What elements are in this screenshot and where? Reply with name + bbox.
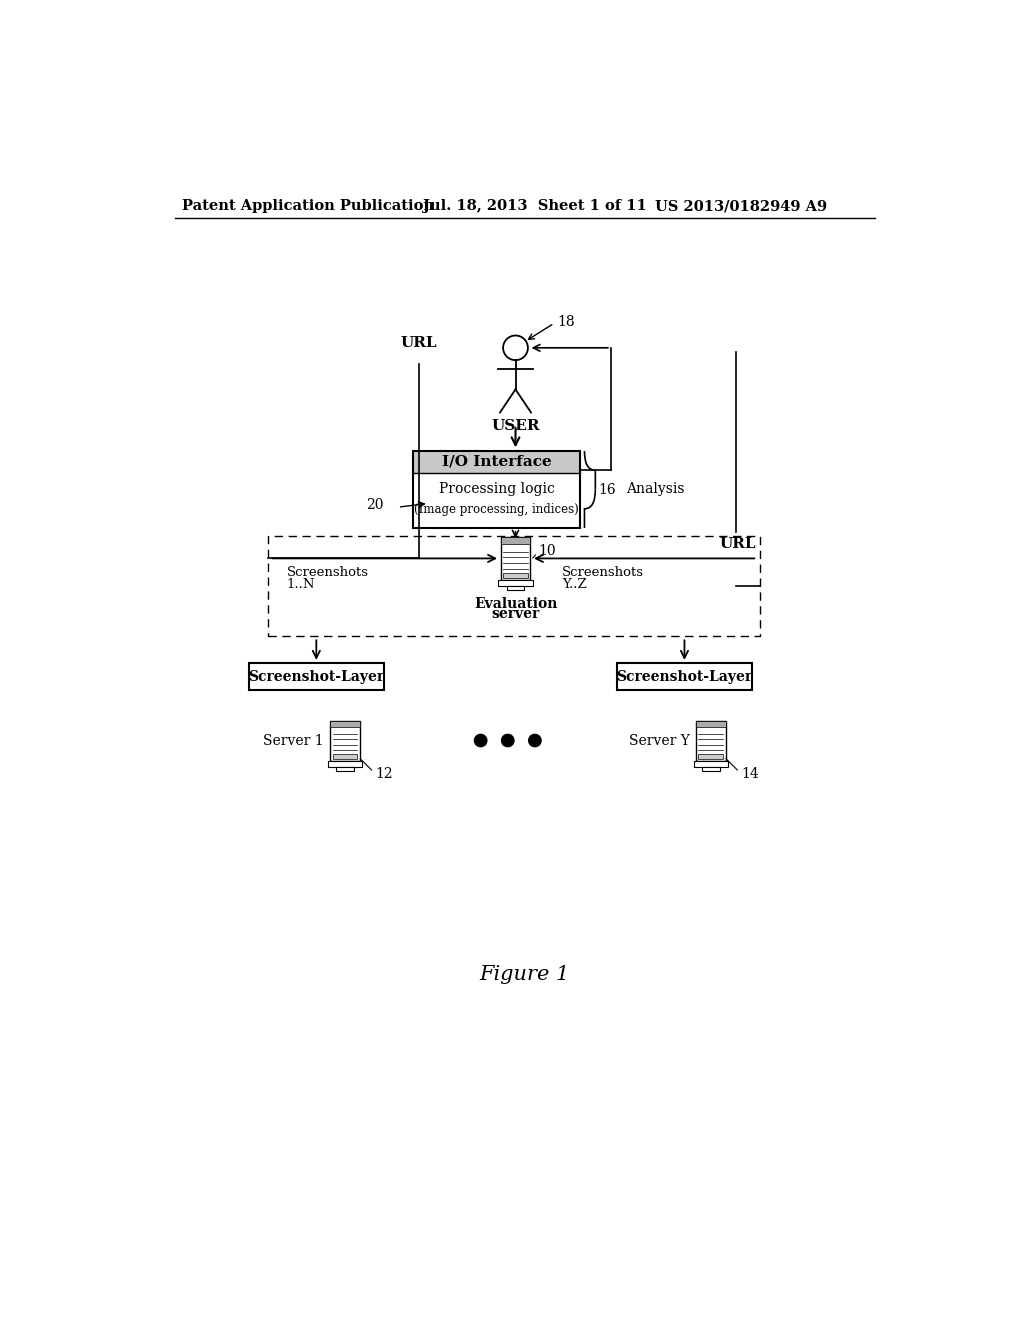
Bar (414, 451, 580, 473)
Bar (696, 721, 726, 760)
Text: Screenshots: Screenshots (287, 566, 369, 578)
Text: 20: 20 (367, 498, 384, 512)
Text: 14: 14 (741, 767, 759, 780)
Text: USER: USER (492, 418, 540, 433)
Text: (Image processing, indices): (Image processing, indices) (414, 503, 579, 516)
Text: 18: 18 (557, 314, 574, 329)
Circle shape (528, 734, 541, 747)
Text: Screenshot-Layer: Screenshot-Layer (616, 669, 753, 684)
Bar (693, 760, 728, 767)
Text: Y..Z: Y..Z (562, 578, 587, 591)
Text: Screenshots: Screenshots (562, 566, 644, 578)
Text: Screenshot-Layer: Screenshot-Layer (248, 669, 384, 684)
Bar (331, 721, 359, 726)
Bar (499, 579, 532, 586)
Bar (331, 721, 359, 760)
Text: Patent Application Publication: Patent Application Publication (182, 199, 434, 213)
Bar (414, 451, 580, 528)
Text: server: server (492, 607, 540, 622)
Bar (503, 573, 528, 578)
Text: URL: URL (719, 537, 756, 552)
Text: US 2013/0182949 A9: US 2013/0182949 A9 (655, 199, 827, 213)
Text: Jul. 18, 2013  Sheet 1 of 11: Jul. 18, 2013 Sheet 1 of 11 (423, 199, 646, 213)
Bar (333, 754, 357, 759)
Bar (507, 586, 524, 590)
Bar (328, 760, 362, 767)
Bar (501, 537, 530, 579)
Bar (336, 767, 354, 771)
Bar (249, 663, 384, 690)
Bar (698, 754, 723, 759)
Text: Processing logic: Processing logic (438, 483, 554, 496)
Text: Evaluation: Evaluation (474, 597, 557, 611)
Text: Analysis: Analysis (627, 483, 685, 496)
Text: 12: 12 (375, 767, 393, 780)
Bar (616, 663, 753, 690)
Bar (501, 537, 530, 544)
Text: 10: 10 (539, 544, 556, 558)
Circle shape (474, 734, 486, 747)
Bar (267, 536, 760, 636)
Text: I/O Interface: I/O Interface (441, 455, 551, 469)
Text: 16: 16 (598, 483, 616, 496)
Circle shape (502, 734, 514, 747)
Text: URL: URL (400, 337, 437, 350)
Text: Server 1: Server 1 (263, 734, 324, 747)
Bar (696, 721, 726, 726)
Text: Server Y: Server Y (629, 734, 690, 747)
Text: 1..N: 1..N (287, 578, 315, 591)
Text: Figure 1: Figure 1 (479, 965, 570, 985)
Bar (702, 767, 720, 771)
